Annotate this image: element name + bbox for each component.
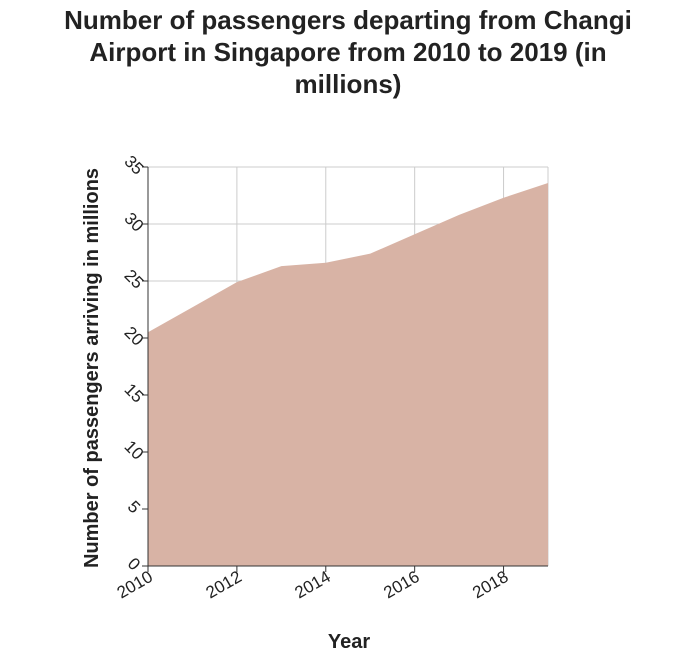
x-tick-label-2016: 2016 (380, 567, 422, 602)
x-tick-label-2018: 2018 (469, 567, 511, 602)
chart-title-line-2: Airport in Singapore from 2010 to 2019 (… (89, 37, 607, 67)
y-tick-label-30: 30 (120, 209, 147, 236)
y-tick-label-20: 20 (120, 323, 147, 350)
y-tick-label-15: 15 (120, 380, 147, 407)
y-tick-label-25: 25 (120, 266, 147, 293)
chart-title-line-1: Number of passengers departing from Chan… (64, 5, 632, 35)
area-fill (148, 182, 548, 566)
x-tick-label-2010: 2010 (114, 567, 156, 602)
chart-title-line-3: millions) (294, 69, 402, 99)
y-axis-title: Number of passengers arriving in million… (81, 168, 103, 568)
x-tick-label-2014: 2014 (292, 567, 334, 602)
y-tick-label-10: 10 (120, 437, 147, 464)
chart-title: Number of passengers departing from Chan… (0, 4, 696, 100)
y-tick-label-5: 5 (124, 497, 144, 517)
y-tick-label-35: 35 (120, 152, 147, 179)
axes (142, 166, 548, 572)
area-series (148, 182, 548, 566)
x-axis-title: Year (328, 631, 370, 653)
x-tick-label-2012: 2012 (203, 567, 245, 602)
